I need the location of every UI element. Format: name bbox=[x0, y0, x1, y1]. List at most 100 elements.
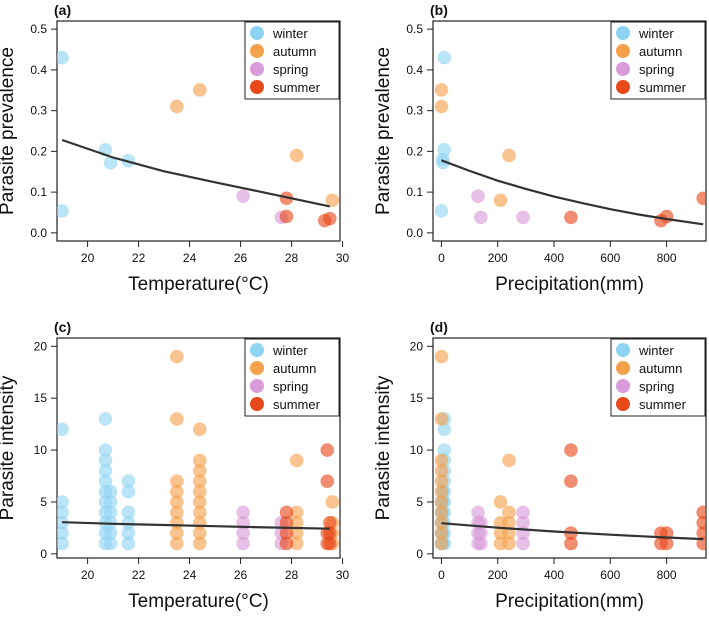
point-autumn bbox=[169, 349, 184, 364]
point-autumn bbox=[192, 422, 207, 437]
legend-label-summer: summer bbox=[639, 80, 687, 95]
point-summer bbox=[659, 536, 674, 551]
y-tick-label: 0.2 bbox=[406, 144, 423, 158]
y-axis-title: Parasite intensity bbox=[0, 375, 18, 520]
legend-label-spring: spring bbox=[273, 62, 308, 77]
point-winter bbox=[103, 536, 118, 551]
point-winter bbox=[57, 203, 69, 218]
point-spring bbox=[471, 189, 485, 204]
panel-label: (d) bbox=[430, 319, 448, 335]
legend-label-winter: winter bbox=[638, 26, 674, 41]
legend: winter autumn spring summer bbox=[244, 338, 340, 417]
point-summer bbox=[564, 474, 578, 489]
y-tick-label: 15 bbox=[34, 391, 48, 405]
x-axis-title: Temperature(°C) bbox=[128, 274, 269, 295]
point-spring bbox=[236, 189, 251, 204]
y-tick-label: 0 bbox=[40, 547, 47, 561]
legend-label-autumn: autumn bbox=[273, 44, 316, 59]
point-autumn bbox=[325, 495, 340, 509]
y-tick-label: 0.1 bbox=[406, 185, 423, 199]
point-autumn bbox=[192, 536, 207, 551]
x-tick-label: 30 bbox=[336, 251, 350, 265]
x-tick-label: 200 bbox=[488, 251, 508, 265]
y-tick-label: 0.3 bbox=[406, 104, 423, 118]
legend-label-summer: summer bbox=[639, 397, 687, 412]
x-tick-label: 400 bbox=[544, 568, 564, 582]
legend-marker-winter bbox=[616, 343, 630, 357]
x-tick-label: 24 bbox=[183, 568, 197, 582]
legend-label-winter: winter bbox=[272, 26, 308, 41]
legend-marker-autumn bbox=[616, 361, 630, 375]
point-summer bbox=[564, 536, 578, 551]
panel-label: (a) bbox=[54, 2, 71, 18]
point-autumn bbox=[502, 453, 516, 468]
point-summer bbox=[279, 536, 294, 551]
point-autumn bbox=[325, 193, 340, 208]
point-autumn bbox=[289, 453, 304, 468]
legend-marker-summer bbox=[616, 397, 630, 411]
legend-marker-autumn bbox=[250, 44, 264, 58]
x-axis-title: Temperature(°C) bbox=[128, 591, 269, 612]
x-tick-label: 20 bbox=[81, 568, 95, 582]
legend-label-winter: winter bbox=[638, 343, 674, 358]
legend-label-spring: spring bbox=[639, 62, 674, 77]
x-tick-label: 28 bbox=[285, 568, 299, 582]
legend-label-autumn: autumn bbox=[639, 361, 682, 376]
point-autumn bbox=[289, 148, 304, 163]
legend-marker-winter bbox=[250, 26, 264, 40]
legend-label-spring: spring bbox=[273, 379, 308, 394]
panel-a: 0.0 0.1 0.2 0.3 0.4 0.5 20 22 24 26 28 30 Temperatur… bbox=[0, 2, 350, 295]
y-axis-title: Parasite prevalence bbox=[373, 47, 394, 215]
legend-marker-summer bbox=[250, 397, 264, 411]
x-tick-label: 0 bbox=[438, 251, 445, 265]
y-tick-label: 5 bbox=[416, 495, 423, 509]
point-autumn bbox=[434, 99, 449, 114]
point-autumn bbox=[434, 82, 449, 97]
legend-marker-spring bbox=[616, 379, 630, 393]
legend-label-winter: winter bbox=[272, 343, 308, 358]
plot-frame bbox=[432, 20, 707, 242]
legend: winter autumn spring summer bbox=[244, 21, 340, 100]
legend-label-summer: summer bbox=[273, 80, 321, 95]
legend-marker-spring bbox=[250, 379, 264, 393]
point-summer bbox=[696, 536, 706, 551]
x-axis-title: Precipitation(mm) bbox=[495, 274, 644, 295]
point-winter bbox=[437, 50, 452, 65]
plot-frame bbox=[432, 337, 707, 559]
point-spring bbox=[473, 536, 488, 551]
y-tick-label: 0.5 bbox=[30, 22, 47, 36]
point-autumn bbox=[169, 99, 184, 114]
point-autumn bbox=[169, 412, 184, 426]
y-axis-title: Parasite intensity bbox=[373, 375, 394, 520]
point-winter bbox=[98, 412, 113, 426]
x-axis-title: Precipitation(mm) bbox=[495, 591, 644, 612]
panel-label: (b) bbox=[430, 2, 448, 18]
plot-area bbox=[434, 349, 706, 551]
x-tick-label: 24 bbox=[183, 251, 197, 265]
x-tick-label: 800 bbox=[657, 568, 677, 582]
point-spring bbox=[473, 210, 488, 225]
legend-marker-summer bbox=[250, 80, 264, 94]
legend-marker-spring bbox=[616, 62, 630, 76]
point-autumn bbox=[493, 536, 508, 551]
point-summer bbox=[320, 474, 335, 489]
y-tick-label: 0.5 bbox=[406, 22, 423, 36]
legend: winter autumn spring summer bbox=[610, 21, 706, 100]
x-tick-label: 800 bbox=[657, 251, 677, 265]
x-tick-label: 20 bbox=[81, 251, 95, 265]
x-tick-label: 28 bbox=[285, 251, 299, 265]
y-tick-label: 0.0 bbox=[406, 226, 423, 240]
plot-frame bbox=[56, 337, 341, 559]
fit-curve bbox=[61, 138, 331, 208]
fit-curve bbox=[62, 521, 330, 530]
point-autumn bbox=[502, 148, 516, 163]
y-tick-label: 0.4 bbox=[30, 63, 47, 77]
y-tick-label: 0 bbox=[416, 547, 423, 561]
legend-label-autumn: autumn bbox=[273, 361, 316, 376]
x-tick-label: 600 bbox=[600, 568, 620, 582]
y-tick-label: 0.1 bbox=[30, 185, 47, 199]
legend: winter autumn spring summer bbox=[610, 338, 706, 417]
legend-marker-autumn bbox=[616, 44, 630, 58]
x-tick-label: 30 bbox=[336, 568, 350, 582]
point-winter bbox=[121, 536, 136, 551]
